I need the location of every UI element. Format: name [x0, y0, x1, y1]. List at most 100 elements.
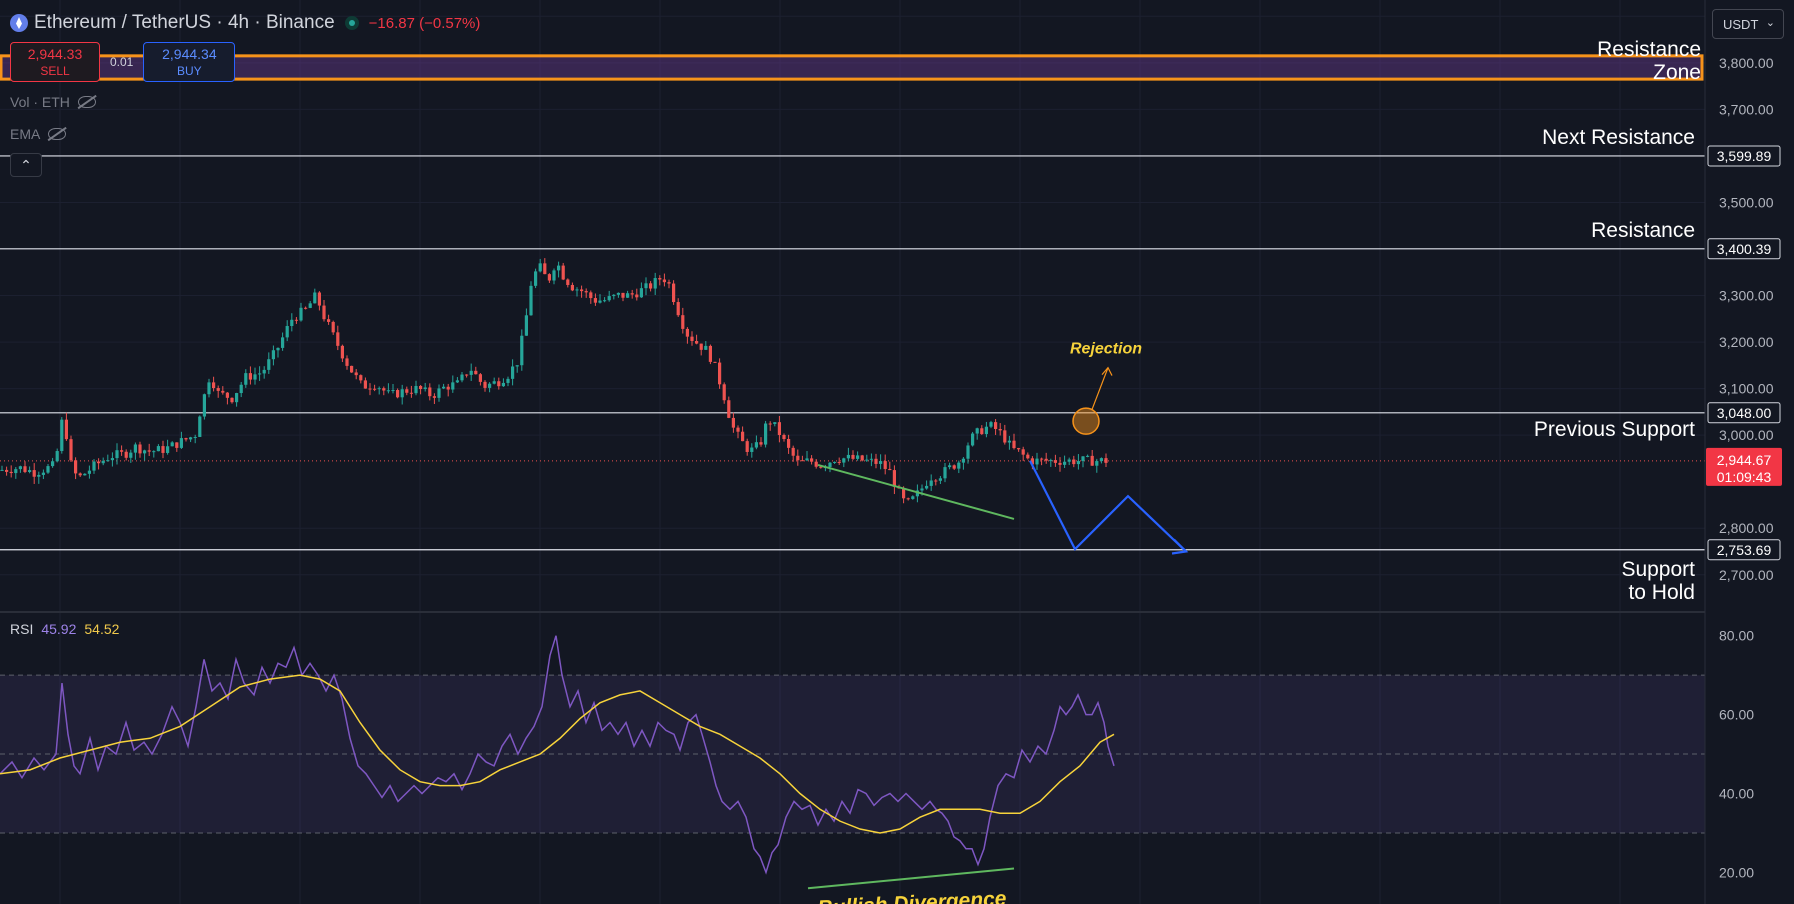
price-tick: 3,100.00 [1719, 381, 1774, 397]
zone-rect [0, 54, 1704, 81]
rsi-tick: 20.00 [1719, 864, 1754, 880]
candle-body [699, 343, 703, 350]
candle-body [281, 337, 285, 348]
sell-button[interactable]: 2,944.33 SELL [10, 42, 100, 82]
candle-body [244, 373, 248, 385]
candle-body [722, 384, 726, 401]
candle-body [662, 279, 666, 283]
candle-body [557, 265, 561, 271]
candle-body [685, 328, 689, 337]
divergence-label: Bullish Divergence [817, 887, 1007, 904]
candle-body [1081, 456, 1085, 462]
candle-body [658, 278, 662, 280]
candle-body [83, 473, 87, 476]
candle-body [488, 383, 492, 388]
level-price-text: 3,048.00 [1717, 405, 1772, 421]
price-tick: 2,700.00 [1719, 567, 1774, 583]
level-price-tag [1707, 145, 1781, 167]
candle-body [216, 388, 220, 391]
candle-body [248, 373, 252, 380]
candle-body [368, 388, 372, 390]
candle-body [396, 390, 400, 398]
level-price-tag [1707, 539, 1781, 561]
countdown-text: 01:09:43 [1717, 469, 1772, 485]
candle-body [225, 392, 229, 398]
price-tick: 3,500.00 [1719, 194, 1774, 210]
candle-body [580, 289, 584, 292]
buy-label: BUY [177, 64, 202, 78]
candle-body [759, 442, 763, 445]
candle-body [1090, 455, 1094, 466]
candle-body [179, 438, 183, 448]
candle-body [170, 442, 174, 447]
candle-body [846, 454, 850, 459]
rsi-ma-value: 54.52 [84, 621, 120, 637]
candle-body [175, 442, 179, 448]
candle-body [166, 446, 170, 453]
candle-body [405, 389, 409, 393]
candle-body [64, 419, 68, 440]
candle-body [51, 461, 55, 467]
candle-body [161, 446, 165, 453]
trade-panel: 2,944.33 SELL 0.01 2,944.34 BUY [10, 42, 236, 82]
candle-body [55, 451, 59, 462]
candle-body [860, 455, 864, 461]
candle-body [147, 450, 151, 452]
rsi-legend[interactable]: RSI 45.92 54.52 [10, 621, 119, 637]
candle-body [695, 341, 699, 344]
candle-body [340, 345, 344, 359]
candle-body [290, 319, 294, 327]
candle-body [943, 467, 947, 479]
candle-body [442, 386, 446, 389]
candle-body [253, 374, 257, 380]
candle-body [46, 466, 50, 473]
collapse-indicators-button[interactable]: ⌃ [10, 153, 42, 177]
candle-body [1026, 454, 1030, 459]
candle-body [952, 465, 956, 469]
eye-hidden-icon[interactable] [48, 128, 67, 140]
candle-body [713, 361, 717, 363]
currency-select[interactable]: USDT ⌄ [1712, 9, 1784, 39]
candle-body [28, 470, 32, 472]
candle-body [805, 458, 809, 461]
candle-body [626, 293, 630, 298]
candle-body [460, 374, 464, 381]
candle-body [773, 422, 777, 424]
symbol-title[interactable]: Ethereum / TetherUS · 4h · Binance [34, 12, 335, 33]
candle-body [511, 366, 515, 379]
candle-body [731, 417, 735, 428]
candle-body [506, 378, 510, 383]
candle-body [842, 458, 846, 463]
buy-button[interactable]: 2,944.34 BUY [143, 42, 236, 82]
candle-body [865, 459, 869, 461]
candle-body [984, 426, 988, 435]
price-change: −16.87 (−0.57%) [368, 14, 481, 32]
resistance-label: Resistance [1591, 219, 1695, 242]
candle-body [538, 263, 542, 272]
candle-body [308, 303, 312, 308]
rejection-arrowhead [1101, 366, 1113, 376]
ema-indicator[interactable]: EMA [10, 126, 67, 142]
candle-body [879, 461, 883, 464]
candle-body [741, 431, 745, 442]
rsi-tick: 40.00 [1719, 786, 1754, 802]
candle-body [534, 271, 538, 286]
candle-body [409, 392, 413, 394]
drawings: Rejection [817, 341, 1189, 555]
candle-body [474, 370, 478, 375]
candle-body [207, 382, 211, 395]
eye-hidden-icon[interactable] [77, 96, 96, 108]
candle-body [971, 433, 975, 446]
candle-body [202, 394, 206, 417]
candle-body [69, 439, 73, 461]
candle-body [616, 292, 620, 295]
candle-body [929, 480, 933, 486]
projection-path [1029, 460, 1187, 553]
candle-body [391, 390, 395, 392]
candle-body [607, 296, 611, 301]
rejection-label: Rejection [1070, 341, 1142, 358]
currency-value: USDT [1723, 17, 1759, 32]
volume-indicator[interactable]: Vol · ETH [10, 94, 96, 110]
